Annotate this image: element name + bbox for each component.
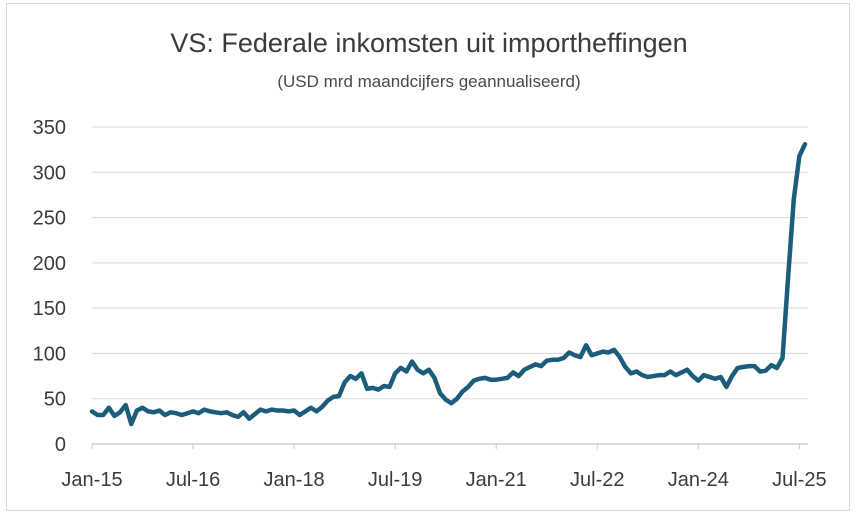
y-tick-label: 300 bbox=[33, 162, 66, 184]
x-tick-label: Jul-19 bbox=[368, 469, 422, 491]
x-tick-label: Jul-22 bbox=[570, 469, 624, 491]
series-line bbox=[89, 141, 808, 427]
x-tick-label: Jul-25 bbox=[772, 469, 826, 491]
y-tick-label: 50 bbox=[44, 389, 66, 411]
x-tick-label: Jan-24 bbox=[668, 469, 729, 491]
x-tick-label: Jan-18 bbox=[264, 469, 325, 491]
chart-subtitle: (USD mrd maandcijfers geannualiseerd) bbox=[277, 72, 581, 91]
y-tick-label: 150 bbox=[33, 298, 66, 320]
x-tick-label: Jul-16 bbox=[166, 469, 220, 491]
x-tick-label: Jan-21 bbox=[466, 469, 527, 491]
chart-title: VS: Federale inkomsten uit importheffing… bbox=[170, 28, 688, 58]
chart-frame bbox=[6, 3, 850, 511]
y-axis-tick-labels: 0 50 100 150 200 250 300 350 bbox=[33, 117, 66, 456]
gridlines bbox=[92, 126, 808, 400]
x-axis-tick-labels: Jan-15 Jul-16 Jan-18 Jul-19 Jan-21 Jul-22 Jan-… bbox=[61, 444, 827, 491]
y-tick-label: 250 bbox=[33, 208, 66, 230]
x-tick-label: Jan-15 bbox=[61, 469, 122, 491]
y-tick-label: 350 bbox=[33, 117, 66, 139]
y-tick-label: 200 bbox=[33, 253, 66, 275]
y-tick-label: 100 bbox=[33, 343, 66, 365]
y-tick-label: 0 bbox=[55, 434, 66, 456]
